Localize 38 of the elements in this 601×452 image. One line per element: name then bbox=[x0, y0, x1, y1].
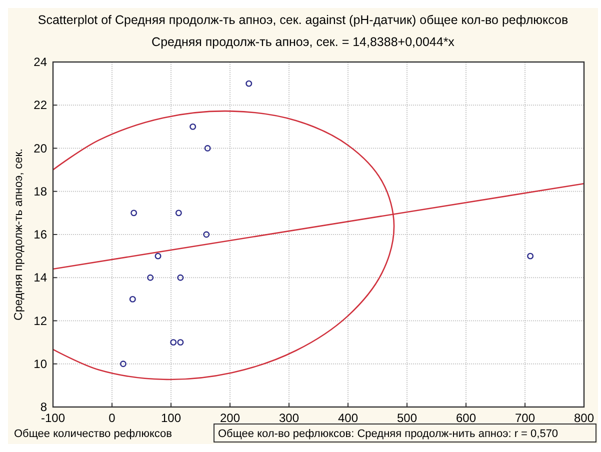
x-tick-label: 400 bbox=[338, 411, 358, 425]
point bbox=[246, 80, 252, 87]
x-tick-label: 700 bbox=[514, 411, 536, 425]
y-axis-title: Средняя продолж-ть апноэ, сек. bbox=[13, 148, 25, 320]
y-tick-label: 22 bbox=[34, 98, 48, 112]
x-tick-label: 300 bbox=[278, 411, 300, 425]
point bbox=[130, 210, 138, 216]
x-tick-label: 100 bbox=[160, 411, 182, 425]
y-tick-label: 20 bbox=[34, 141, 48, 156]
point bbox=[154, 252, 162, 260]
x-tick-label: 200 bbox=[220, 411, 240, 425]
chart-title: Scatterplot of Средняя продолж-ть апноэ, сек. against (pH-датчик) общее кол-во рефлюксов bbox=[38, 13, 568, 27]
point bbox=[175, 210, 182, 216]
y-tick-label: 12 bbox=[34, 314, 48, 328]
point bbox=[190, 123, 196, 130]
y-tick-label: 8 bbox=[40, 400, 48, 414]
text: Общее кол-во рефлюксов: Средняя продолж-нить апноэ: r = 0,570 bbox=[218, 428, 558, 440]
y-tick-label: 16 bbox=[34, 228, 48, 242]
point bbox=[147, 274, 154, 281]
x-tick-label: 600 bbox=[456, 411, 476, 425]
chart-subtitle: Средняя продолж-ть апноэ, сек. = 14,8388+0,0044*x bbox=[152, 35, 456, 49]
point bbox=[177, 339, 184, 346]
point bbox=[527, 252, 534, 260]
point bbox=[170, 339, 177, 346]
x-tick-label: 800 bbox=[574, 411, 594, 425]
point bbox=[203, 231, 210, 238]
y-tick-label: 10 bbox=[34, 356, 48, 371]
point bbox=[177, 274, 184, 281]
point bbox=[204, 145, 211, 152]
y-tick-label: 14 bbox=[34, 270, 48, 285]
x-axis-title: Общее количество рефлюксов bbox=[14, 428, 172, 440]
x-tick-label: 0 bbox=[108, 411, 116, 425]
y-tick-label: 18 bbox=[34, 184, 48, 198]
x-tick-label: 500 bbox=[396, 411, 418, 425]
point bbox=[129, 296, 136, 302]
y-tick-label: 24 bbox=[34, 55, 48, 69]
x-tick-label: -100 bbox=[40, 411, 66, 425]
point bbox=[120, 360, 126, 368]
